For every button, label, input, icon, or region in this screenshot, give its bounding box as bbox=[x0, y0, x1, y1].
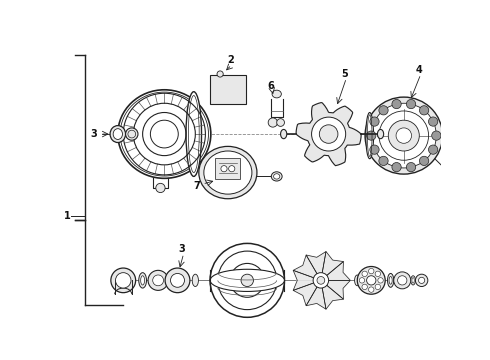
Circle shape bbox=[156, 183, 165, 193]
Ellipse shape bbox=[139, 273, 147, 288]
Circle shape bbox=[368, 269, 374, 274]
Circle shape bbox=[388, 120, 419, 151]
Circle shape bbox=[221, 166, 227, 172]
Ellipse shape bbox=[113, 129, 122, 139]
Polygon shape bbox=[306, 252, 326, 280]
Ellipse shape bbox=[388, 274, 394, 287]
Ellipse shape bbox=[355, 275, 360, 286]
Ellipse shape bbox=[118, 90, 211, 178]
Ellipse shape bbox=[141, 276, 145, 285]
Ellipse shape bbox=[271, 172, 282, 181]
Text: 1: 1 bbox=[64, 211, 71, 221]
Circle shape bbox=[392, 162, 401, 172]
Circle shape bbox=[379, 156, 388, 166]
Circle shape bbox=[111, 268, 136, 293]
Circle shape bbox=[148, 270, 168, 291]
Circle shape bbox=[406, 99, 416, 109]
Circle shape bbox=[442, 166, 451, 175]
Circle shape bbox=[367, 131, 376, 140]
Circle shape bbox=[406, 162, 416, 172]
Ellipse shape bbox=[411, 276, 416, 285]
Ellipse shape bbox=[412, 278, 414, 283]
Circle shape bbox=[418, 277, 425, 283]
Ellipse shape bbox=[192, 274, 198, 287]
Circle shape bbox=[371, 103, 437, 168]
Text: 3: 3 bbox=[178, 244, 185, 254]
Ellipse shape bbox=[110, 126, 125, 143]
Circle shape bbox=[153, 275, 164, 286]
Ellipse shape bbox=[281, 130, 287, 139]
Circle shape bbox=[268, 118, 277, 127]
Circle shape bbox=[125, 128, 138, 140]
Text: 5: 5 bbox=[341, 69, 347, 79]
Circle shape bbox=[357, 266, 385, 294]
Circle shape bbox=[375, 271, 381, 276]
Ellipse shape bbox=[366, 112, 373, 159]
Circle shape bbox=[375, 284, 381, 289]
Circle shape bbox=[397, 276, 407, 285]
Ellipse shape bbox=[210, 269, 285, 292]
Ellipse shape bbox=[377, 130, 384, 139]
Circle shape bbox=[428, 117, 438, 126]
Circle shape bbox=[165, 268, 190, 293]
Circle shape bbox=[368, 287, 374, 292]
Circle shape bbox=[378, 278, 383, 283]
Circle shape bbox=[317, 276, 325, 284]
Text: 6: 6 bbox=[267, 81, 274, 91]
Circle shape bbox=[416, 274, 428, 287]
Circle shape bbox=[370, 145, 379, 154]
Polygon shape bbox=[296, 103, 361, 166]
Text: 2: 2 bbox=[227, 55, 234, 65]
Polygon shape bbox=[293, 280, 321, 306]
Circle shape bbox=[365, 97, 442, 174]
Circle shape bbox=[312, 117, 345, 151]
Circle shape bbox=[217, 71, 223, 77]
Circle shape bbox=[392, 99, 401, 109]
Ellipse shape bbox=[186, 92, 201, 176]
Circle shape bbox=[367, 276, 376, 285]
Circle shape bbox=[396, 128, 412, 143]
Circle shape bbox=[432, 131, 441, 140]
Circle shape bbox=[370, 117, 379, 126]
Circle shape bbox=[277, 119, 285, 126]
Circle shape bbox=[419, 106, 429, 115]
Circle shape bbox=[116, 273, 131, 288]
FancyBboxPatch shape bbox=[210, 75, 245, 104]
Polygon shape bbox=[321, 280, 350, 299]
Circle shape bbox=[319, 125, 338, 143]
Ellipse shape bbox=[389, 276, 392, 284]
Text: 4: 4 bbox=[416, 65, 423, 75]
Ellipse shape bbox=[204, 151, 252, 194]
Circle shape bbox=[313, 273, 329, 288]
Ellipse shape bbox=[272, 90, 281, 98]
Ellipse shape bbox=[273, 174, 280, 179]
Polygon shape bbox=[306, 280, 326, 309]
Polygon shape bbox=[293, 255, 321, 280]
Circle shape bbox=[394, 272, 411, 289]
Circle shape bbox=[362, 284, 368, 289]
Ellipse shape bbox=[199, 147, 257, 199]
FancyBboxPatch shape bbox=[216, 158, 240, 180]
Circle shape bbox=[359, 278, 365, 283]
Circle shape bbox=[229, 166, 235, 172]
Polygon shape bbox=[321, 252, 343, 280]
Circle shape bbox=[428, 145, 438, 154]
Polygon shape bbox=[321, 262, 350, 280]
Circle shape bbox=[419, 156, 429, 166]
Text: 7: 7 bbox=[194, 181, 200, 191]
Circle shape bbox=[241, 274, 253, 287]
Circle shape bbox=[210, 243, 285, 317]
Polygon shape bbox=[321, 280, 343, 309]
Circle shape bbox=[171, 274, 184, 287]
Polygon shape bbox=[293, 270, 321, 291]
Circle shape bbox=[362, 271, 368, 276]
Circle shape bbox=[379, 106, 388, 115]
Text: 3: 3 bbox=[91, 129, 97, 139]
